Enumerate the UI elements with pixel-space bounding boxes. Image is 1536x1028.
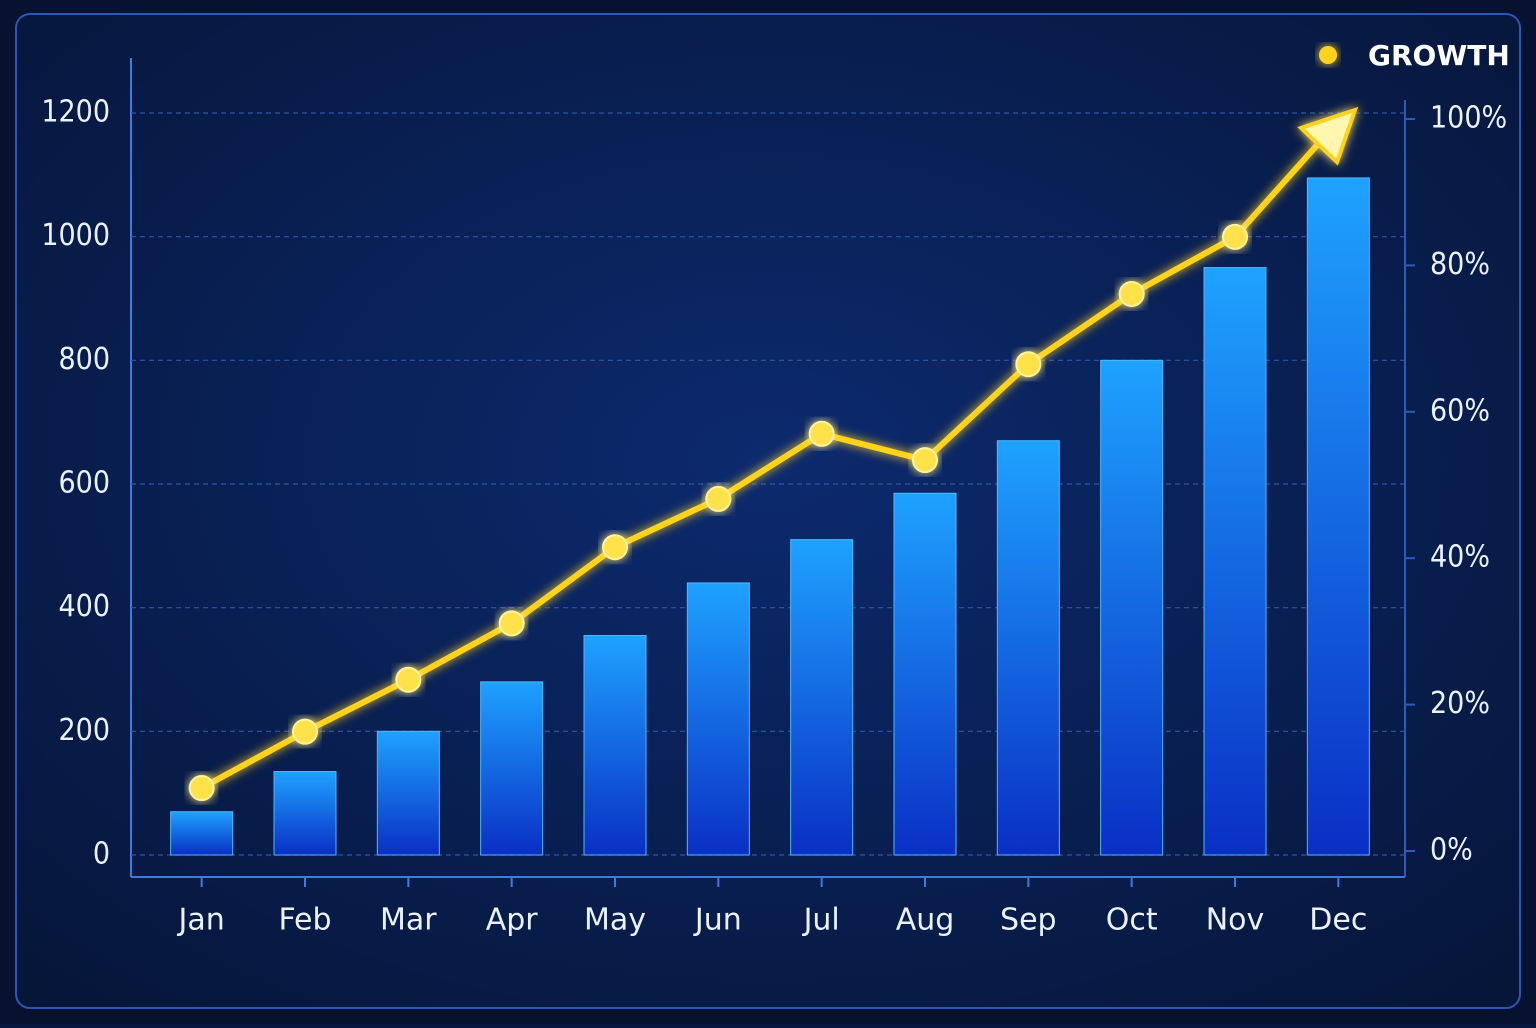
y2-tick-label: 0% — [1430, 833, 1473, 868]
line-point — [808, 420, 835, 447]
line-point — [1118, 280, 1145, 307]
y-tick-label: 600 — [58, 466, 110, 501]
x-tick-label: Oct — [1106, 903, 1158, 938]
x-tick-label: Aug — [896, 903, 955, 938]
trend-arrow-head — [1297, 106, 1359, 166]
line-point — [395, 666, 422, 693]
y2-tick-label: 40% — [1430, 540, 1490, 575]
legend: GROWTH — [1300, 39, 1510, 72]
panel — [15, 13, 1521, 1009]
line-point — [1222, 223, 1248, 250]
x-tick-label: Jun — [693, 903, 742, 938]
y2-tick-label: 60% — [1430, 393, 1490, 428]
line-point — [602, 534, 628, 561]
x-tick-label: Feb — [278, 903, 331, 938]
legend-label: GROWTH — [1368, 39, 1510, 72]
line-point — [498, 610, 525, 637]
bar — [583, 634, 647, 856]
trend-arrow-shaft — [1232, 131, 1330, 239]
bar — [996, 440, 1060, 856]
line-point — [912, 447, 938, 474]
y-tick-label: 800 — [58, 342, 110, 377]
line-point — [705, 485, 732, 512]
x-tick-label: May — [584, 903, 646, 938]
x-tick-label: Nov — [1206, 903, 1265, 938]
bar — [790, 539, 854, 856]
bar — [376, 730, 440, 856]
y-tick-label: 200 — [58, 713, 110, 748]
x-tick-label: Sep — [1000, 903, 1057, 938]
y-tick-label: 1000 — [41, 218, 110, 253]
y2-tick-label: 20% — [1430, 686, 1490, 721]
y-tick-label: 0 — [93, 837, 110, 872]
bar — [170, 811, 234, 856]
bar — [1203, 267, 1267, 856]
x-tick-label: Jul — [802, 903, 840, 938]
x-tick-label: Dec — [1309, 903, 1367, 938]
x-tick-label: Jan — [177, 903, 225, 938]
bar — [1100, 359, 1164, 856]
x-tick-label: Apr — [486, 903, 539, 938]
bar — [273, 771, 337, 856]
y2-tick-label: 100% — [1430, 101, 1507, 136]
y2-tick-label: 80% — [1430, 247, 1490, 282]
y-tick-label: 1200 — [41, 95, 110, 130]
legend-marker — [1319, 46, 1337, 64]
bar — [480, 681, 544, 856]
bar — [1306, 177, 1370, 856]
line-point — [188, 775, 215, 802]
line-point — [1015, 351, 1042, 378]
bar — [686, 582, 750, 856]
y-tick-label: 400 — [58, 589, 110, 624]
bar — [893, 492, 957, 856]
line-point — [292, 718, 318, 745]
x-tick-label: Mar — [380, 903, 437, 938]
